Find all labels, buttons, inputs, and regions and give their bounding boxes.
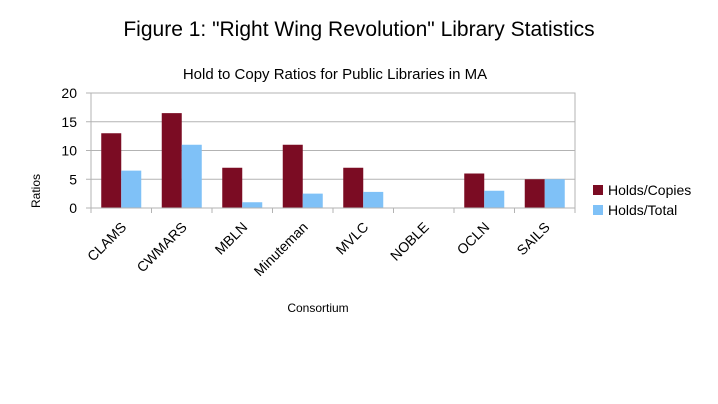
bar-holds-total-minuteman (302, 193, 323, 208)
legend-swatch (593, 205, 603, 215)
x-tick-label: MBLN (212, 219, 251, 258)
x-tick-label: MVLC (333, 219, 372, 258)
chart-title: Hold to Copy Ratios for Public Libraries… (183, 66, 487, 83)
y-tick-label: 20 (61, 85, 77, 101)
bar-holds-total-ocln (484, 190, 505, 208)
bar-holds-total-mbln (242, 202, 263, 208)
bar-holds-copies-mbln (222, 167, 243, 208)
y-tick-label: 5 (69, 171, 77, 187)
y-axis-label: Ratios (29, 174, 43, 208)
bar-holds-copies-minuteman (282, 144, 303, 208)
bars (101, 113, 565, 208)
y-tick-label: 0 (69, 200, 77, 216)
legend-swatch (593, 185, 603, 195)
bar-holds-total-sails (544, 179, 565, 208)
bar-holds-copies-sails (524, 179, 545, 208)
legend-label: Holds/Copies (608, 182, 691, 198)
x-axis-label: Consortium (287, 301, 348, 315)
y-tick-label: 10 (61, 143, 77, 159)
bar-holds-copies-cwmars (161, 113, 182, 208)
x-tick-label: NOBLE (387, 219, 432, 264)
bar-holds-copies-clams (101, 133, 122, 208)
bar-holds-total-cwmars (181, 144, 202, 208)
x-tick-label: OCLN (454, 219, 493, 258)
bar-holds-total-mvlc (363, 191, 384, 208)
x-tick-label: CLAMS (84, 219, 129, 264)
y-tick-label: 15 (61, 114, 77, 130)
bar-holds-copies-ocln (464, 173, 485, 208)
x-tick-label: SAILS (513, 219, 552, 258)
bar-holds-copies-mvlc (343, 167, 364, 208)
bar-holds-total-clams (121, 170, 142, 208)
x-tick-label: Minuteman (251, 219, 311, 279)
legend: Holds/Copies Holds/Total (593, 182, 691, 218)
legend-label: Holds/Total (608, 202, 677, 218)
x-tick-label: CWMARS (133, 219, 189, 275)
figure-title: Figure 1: "Right Wing Revolution" Librar… (123, 18, 595, 41)
